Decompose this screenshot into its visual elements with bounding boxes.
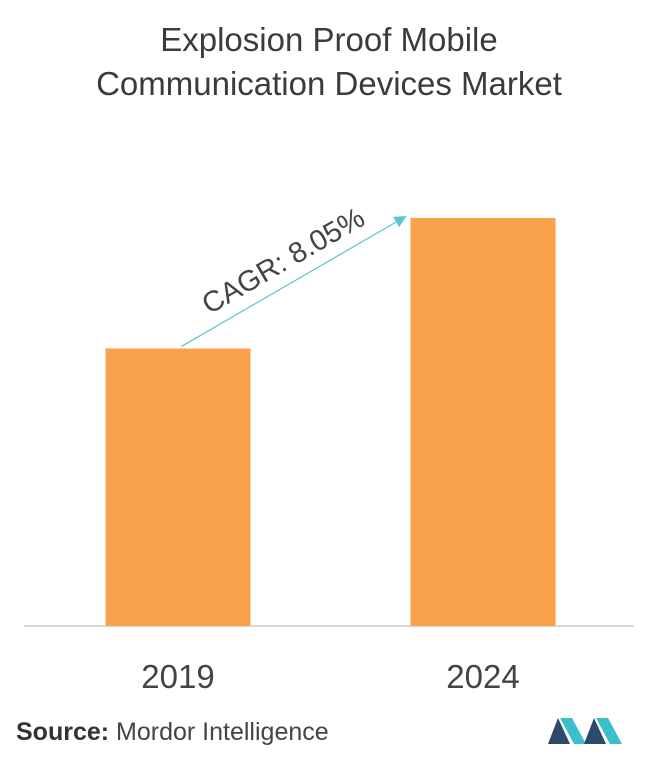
chart-title: Explosion Proof Mobile Communication Dev… bbox=[0, 18, 658, 106]
mordor-intelligence-logo-icon bbox=[548, 718, 622, 744]
cagr-arrow-head bbox=[393, 216, 407, 228]
bar-2019 bbox=[105, 348, 251, 626]
x-tick-label-2024: 2024 bbox=[446, 658, 519, 695]
source-name: Mordor Intelligence bbox=[116, 718, 329, 746]
chart-title-line-2: Communication Devices Market bbox=[96, 65, 562, 102]
chart-title-line-1: Explosion Proof Mobile bbox=[160, 21, 498, 58]
bar-2024 bbox=[410, 218, 556, 626]
cagr-annotation: CAGR: 8.05% bbox=[197, 202, 371, 321]
source-credit: Source: Mordor Intelligence bbox=[16, 718, 329, 747]
cagr-arrow-line bbox=[181, 215, 407, 347]
source-label: Source: bbox=[16, 718, 110, 746]
x-tick-label-2019: 2019 bbox=[141, 658, 214, 695]
